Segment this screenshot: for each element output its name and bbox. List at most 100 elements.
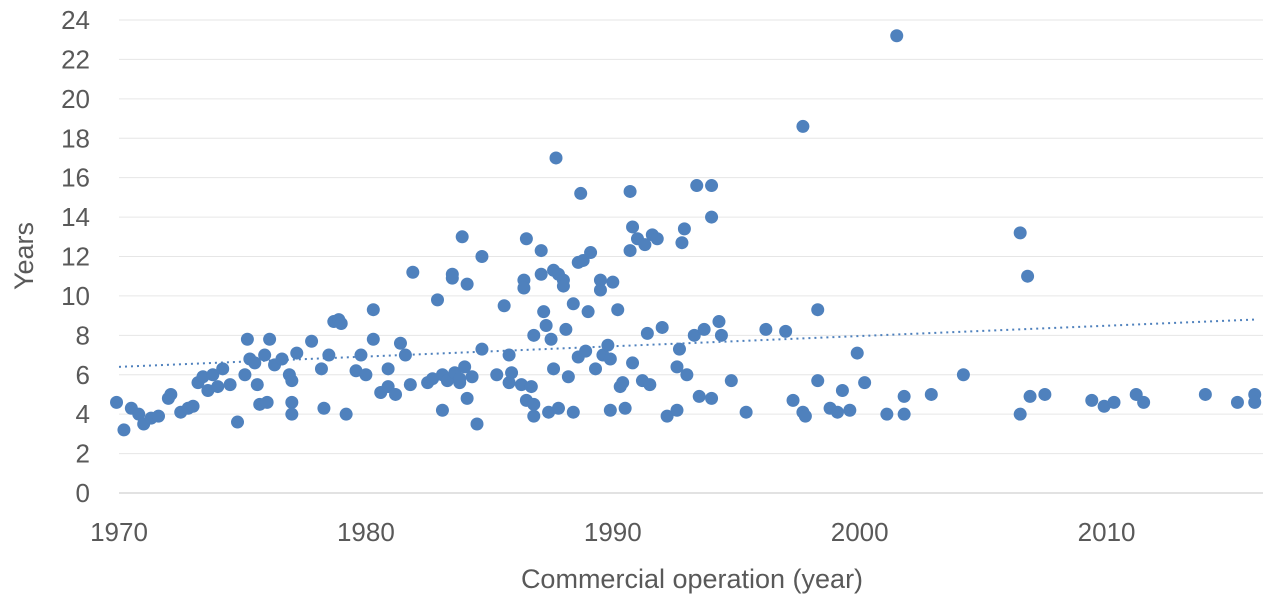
data-point (584, 246, 598, 260)
y-axis-title: Years (9, 222, 39, 290)
data-point (231, 415, 245, 429)
data-point (603, 403, 617, 417)
y-tick-label: 6 (76, 360, 90, 390)
data-point (705, 179, 719, 193)
data-point (502, 376, 516, 390)
data-point (275, 352, 289, 366)
data-point (835, 384, 849, 398)
data-point (381, 362, 395, 376)
data-point (779, 324, 793, 338)
data-point (186, 399, 200, 413)
data-point (398, 348, 412, 362)
data-point (527, 409, 541, 423)
x-tick-label: 1980 (337, 517, 395, 547)
data-point (393, 336, 407, 350)
y-tick-label: 18 (61, 123, 90, 153)
data-point (655, 320, 669, 334)
data-point (250, 378, 264, 392)
data-point (672, 342, 686, 356)
data-point (206, 368, 220, 382)
data-point (263, 332, 277, 346)
data-point (811, 303, 825, 317)
data-point (460, 391, 474, 405)
data-point (566, 297, 580, 311)
data-point (339, 407, 353, 421)
data-point (692, 389, 706, 403)
data-point (880, 407, 894, 421)
data-point (618, 401, 632, 415)
data-point (611, 303, 625, 317)
data-point (366, 303, 380, 317)
data-point (589, 362, 603, 376)
trendline (118, 318, 1255, 368)
data-point (712, 315, 726, 329)
data-point (690, 179, 704, 193)
data-point (435, 403, 449, 417)
data-point (354, 348, 368, 362)
data-point (623, 244, 637, 258)
y-tick-label: 16 (61, 163, 90, 193)
data-point (290, 346, 304, 360)
data-point (534, 244, 548, 258)
data-point (534, 267, 548, 281)
data-point (1013, 226, 1027, 240)
data-point (796, 119, 810, 133)
gridlines (119, 19, 1263, 455)
data-point (544, 332, 558, 346)
x-axis-title: Commercial operation (year) (521, 564, 863, 594)
data-point (453, 372, 467, 386)
data-point (349, 364, 363, 378)
data-point (616, 376, 630, 390)
data-point (334, 317, 348, 331)
data-point (601, 338, 615, 352)
data-point (201, 384, 215, 398)
data-point (317, 401, 331, 415)
data-point (1230, 395, 1244, 409)
data-point (117, 423, 131, 437)
trendline-group (118, 318, 1255, 368)
data-point (458, 360, 472, 374)
data-point (579, 344, 593, 358)
x-tick-label: 2010 (1078, 517, 1136, 547)
data-point (890, 29, 904, 43)
data-point (606, 275, 620, 289)
data-point (445, 271, 459, 285)
data-point (455, 230, 469, 244)
data-point (705, 210, 719, 224)
data-point (547, 362, 561, 376)
data-point (490, 368, 504, 382)
data-point (403, 378, 417, 392)
data-point (314, 362, 328, 376)
data-point (956, 368, 970, 382)
data-point (739, 405, 753, 419)
data-point (556, 279, 570, 293)
data-point (675, 236, 689, 250)
x-tick-labels: 1970 1980 1990 2000 2010 (90, 517, 1135, 547)
data-point (1038, 387, 1052, 401)
data-point (164, 387, 178, 401)
data-point (389, 387, 403, 401)
data-point (238, 368, 252, 382)
y-tick-label: 14 (61, 202, 90, 232)
data-point (551, 401, 565, 415)
data-point (527, 397, 541, 411)
data-point (1021, 269, 1035, 283)
data-point (724, 374, 738, 388)
data-point (670, 403, 684, 417)
data-point (1097, 399, 1111, 413)
data-point (460, 277, 474, 291)
data-point (211, 380, 225, 394)
data-point (517, 281, 531, 295)
data-point (811, 374, 825, 388)
data-point (1013, 407, 1027, 421)
x-tick-label: 1990 (584, 517, 642, 547)
y-tick-label: 12 (61, 242, 90, 272)
y-tick-label: 10 (61, 281, 90, 311)
data-point (524, 380, 538, 394)
data-point (843, 403, 857, 417)
data-point (858, 376, 872, 390)
data-point (527, 328, 541, 342)
x-tick-label: 2000 (831, 517, 889, 547)
data-point (470, 417, 484, 431)
